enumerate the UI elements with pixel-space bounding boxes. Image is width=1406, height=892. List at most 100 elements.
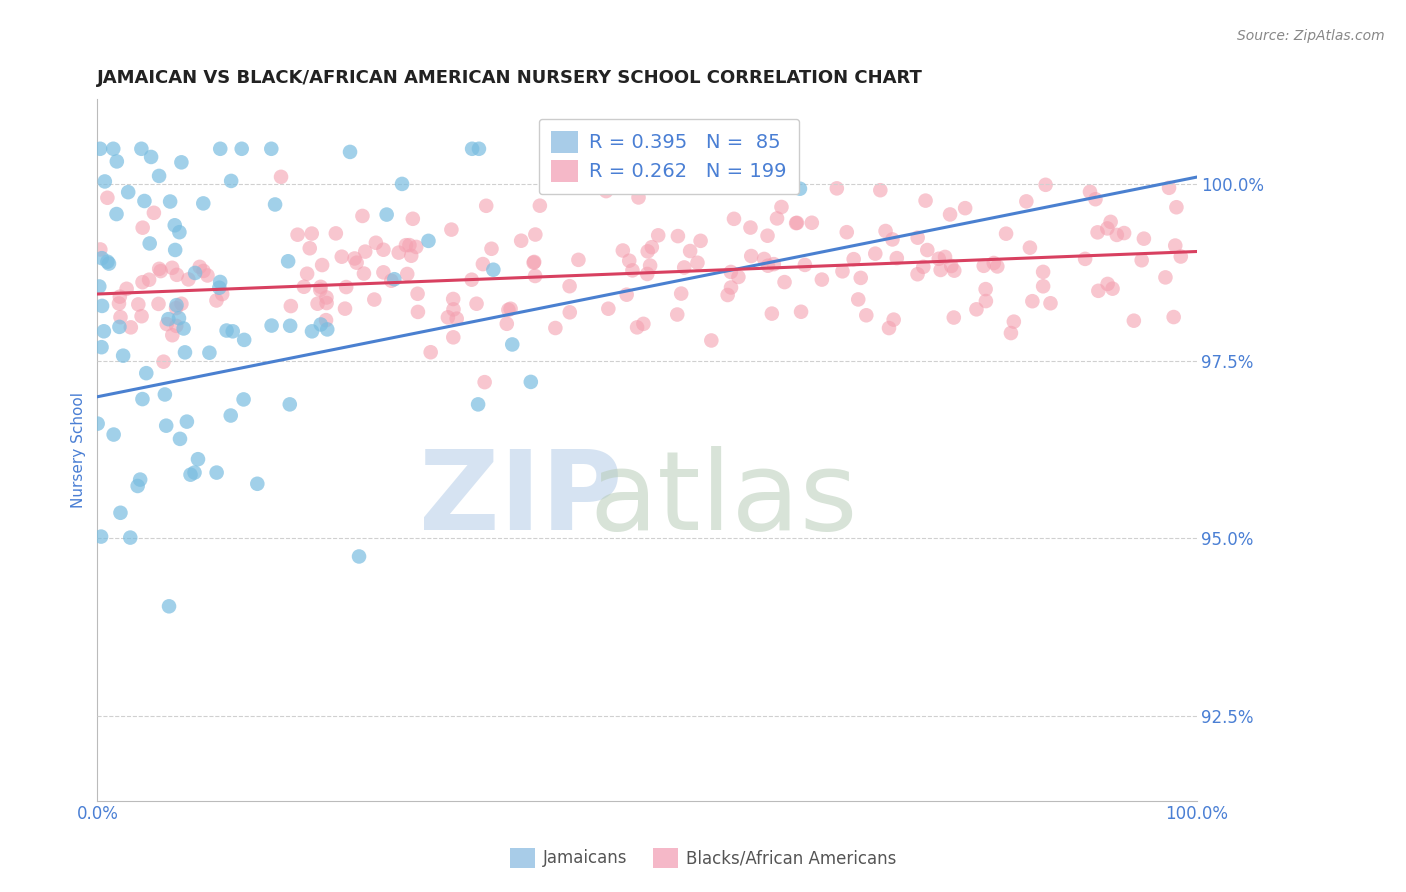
Point bbox=[108, 319, 131, 334]
Point bbox=[626, 320, 648, 334]
Point bbox=[983, 256, 1005, 270]
Point bbox=[953, 201, 976, 215]
Point bbox=[1170, 250, 1192, 264]
Point bbox=[974, 282, 997, 296]
Point bbox=[460, 273, 482, 287]
Point bbox=[89, 243, 111, 257]
Point bbox=[177, 272, 200, 286]
Point bbox=[474, 375, 496, 389]
Point bbox=[155, 418, 177, 433]
Point bbox=[108, 296, 131, 310]
Point bbox=[468, 142, 491, 156]
Point bbox=[786, 216, 808, 230]
Point bbox=[835, 225, 858, 239]
Point bbox=[441, 292, 464, 306]
Point bbox=[914, 194, 936, 208]
Point bbox=[307, 296, 329, 310]
Point bbox=[209, 275, 232, 289]
Point bbox=[917, 243, 939, 257]
Point bbox=[163, 219, 186, 233]
Point bbox=[934, 250, 956, 264]
Point bbox=[129, 473, 152, 487]
Point bbox=[842, 252, 865, 267]
Point bbox=[391, 177, 413, 191]
Point bbox=[131, 142, 153, 156]
Point bbox=[205, 466, 228, 480]
Point bbox=[382, 272, 405, 286]
Point bbox=[406, 305, 429, 319]
Point bbox=[325, 227, 347, 241]
Point bbox=[616, 287, 638, 301]
Point bbox=[529, 199, 551, 213]
Point bbox=[627, 190, 650, 204]
Point bbox=[673, 260, 696, 275]
Point bbox=[907, 230, 929, 244]
Point bbox=[315, 313, 337, 327]
Point bbox=[208, 281, 231, 295]
Point bbox=[1164, 238, 1187, 252]
Point bbox=[443, 302, 465, 317]
Point bbox=[1039, 296, 1062, 310]
Point bbox=[689, 234, 711, 248]
Point bbox=[558, 305, 581, 319]
Y-axis label: Nursery School: Nursery School bbox=[72, 392, 86, 508]
Point bbox=[295, 267, 318, 281]
Point bbox=[108, 290, 131, 304]
Point bbox=[343, 252, 366, 266]
Point bbox=[105, 207, 128, 221]
Point bbox=[756, 228, 779, 243]
Point bbox=[270, 169, 292, 184]
Point bbox=[520, 375, 543, 389]
Point bbox=[174, 345, 197, 359]
Point bbox=[740, 220, 762, 235]
Point bbox=[396, 267, 419, 281]
Point bbox=[380, 274, 402, 288]
Point bbox=[973, 259, 995, 273]
Point bbox=[544, 321, 567, 335]
Point bbox=[1032, 279, 1054, 293]
Point bbox=[354, 244, 377, 259]
Point bbox=[167, 311, 190, 326]
Point bbox=[800, 216, 823, 230]
Point bbox=[740, 249, 762, 263]
Point bbox=[278, 318, 301, 333]
Point bbox=[169, 432, 191, 446]
Point bbox=[280, 299, 302, 313]
Point bbox=[1035, 178, 1057, 192]
Point bbox=[292, 279, 315, 293]
Point bbox=[700, 334, 723, 348]
Point bbox=[481, 242, 503, 256]
Point bbox=[316, 322, 339, 336]
Point bbox=[1019, 241, 1042, 255]
Point bbox=[875, 224, 897, 238]
Point bbox=[770, 200, 793, 214]
Point bbox=[754, 252, 776, 266]
Point bbox=[103, 427, 125, 442]
Point bbox=[309, 283, 332, 297]
Point bbox=[264, 197, 287, 211]
Point bbox=[912, 260, 935, 274]
Point bbox=[94, 174, 117, 188]
Point bbox=[499, 301, 522, 316]
Point bbox=[211, 287, 233, 301]
Point bbox=[309, 280, 332, 294]
Point bbox=[406, 286, 429, 301]
Point bbox=[148, 297, 170, 311]
Point bbox=[89, 142, 111, 156]
Point bbox=[495, 317, 517, 331]
Point bbox=[524, 268, 547, 283]
Point bbox=[301, 324, 323, 338]
Point bbox=[1021, 294, 1043, 309]
Point bbox=[110, 506, 132, 520]
Point bbox=[446, 311, 468, 326]
Point bbox=[170, 297, 193, 311]
Point bbox=[347, 549, 370, 564]
Point bbox=[1130, 253, 1153, 268]
Point bbox=[1000, 326, 1022, 340]
Point bbox=[465, 296, 488, 310]
Legend: Jamaicans, Blacks/African Americans: Jamaicans, Blacks/African Americans bbox=[503, 841, 903, 875]
Point bbox=[96, 191, 118, 205]
Point bbox=[855, 308, 877, 322]
Point bbox=[219, 409, 242, 423]
Point bbox=[1163, 310, 1185, 324]
